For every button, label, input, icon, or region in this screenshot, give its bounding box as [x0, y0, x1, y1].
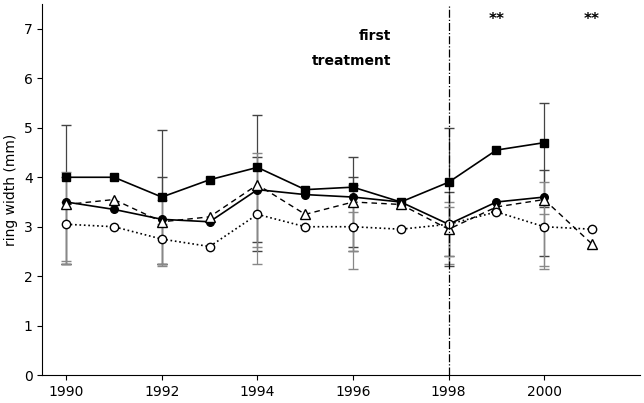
Y-axis label: ring width (mm): ring width (mm) [4, 133, 18, 246]
Text: treatment: treatment [312, 54, 392, 68]
Text: first: first [359, 29, 392, 43]
Text: **: ** [584, 12, 600, 27]
Text: **: ** [488, 12, 504, 27]
